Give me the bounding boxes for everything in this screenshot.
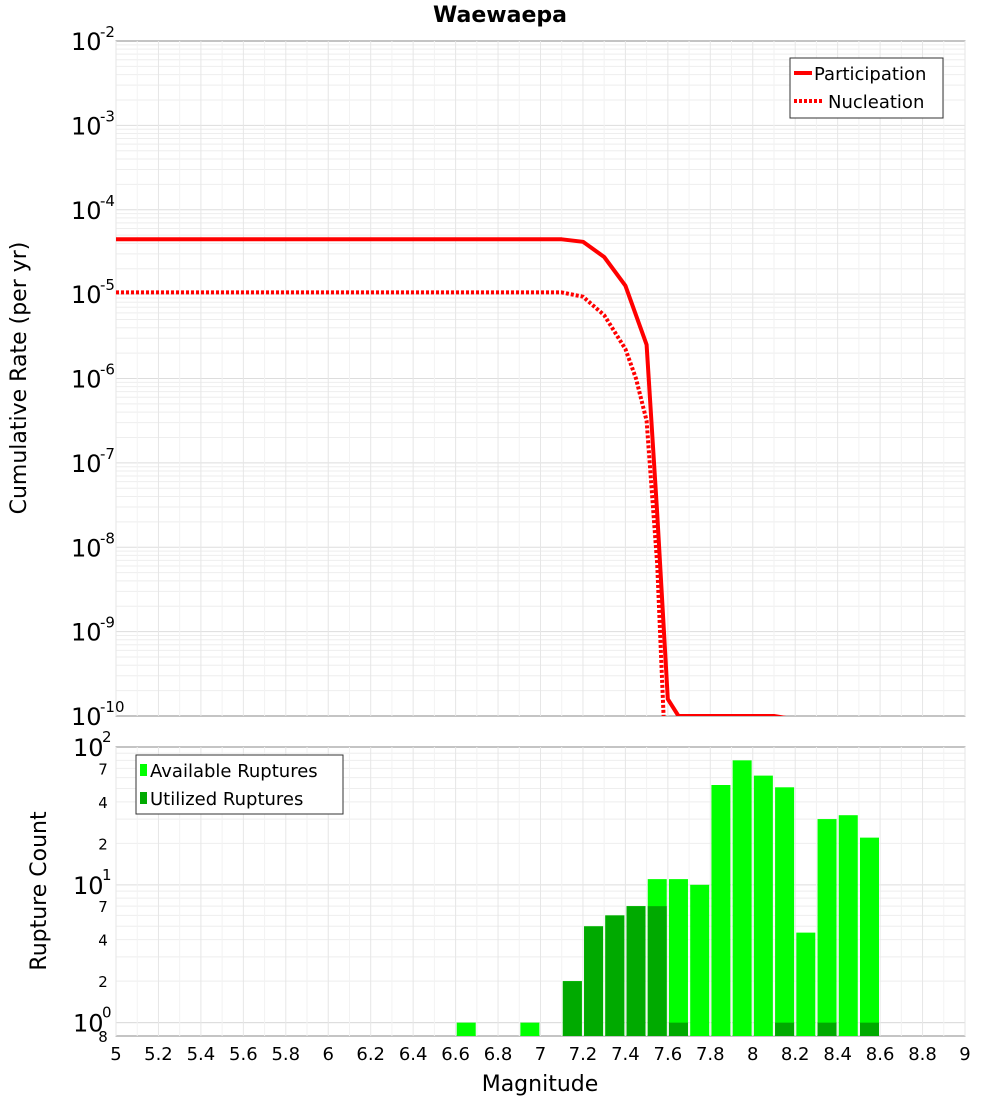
top-legend-box	[789, 57, 944, 119]
top-y-tick-base: 10	[71, 619, 102, 647]
bottom-y-tick-exponent: 2	[102, 728, 112, 746]
available-rupture-bar	[859, 837, 879, 1036]
top-y-tick-base: 10	[71, 281, 102, 309]
top-y-tick-base: 10	[71, 534, 102, 562]
top-y-tick-base: 10	[71, 28, 102, 56]
top-legend: Participation Nucleation	[789, 57, 944, 119]
available-rupture-bar	[668, 879, 688, 1036]
bottom-y-axis-label: Rupture Count	[27, 811, 52, 971]
top-y-tick-exponent: -2	[100, 23, 115, 41]
available-rupture-bar	[838, 815, 858, 1036]
top-y-tick-exponent: -8	[100, 529, 115, 547]
top-y-tick-exponent: -9	[100, 614, 115, 632]
x-tick-label: 8.6	[866, 1044, 895, 1065]
x-tick-label: 6.4	[399, 1044, 428, 1065]
bottom-y-minor-tick: 7	[98, 898, 108, 916]
x-tick-label: 8.2	[781, 1044, 810, 1065]
top-y-tick-base: 10	[71, 197, 102, 225]
top-y-tick-exponent: -7	[100, 445, 115, 463]
x-tick-label: 6.8	[484, 1044, 513, 1065]
series-line-nucleation	[116, 290, 666, 716]
available-rupture-bar	[775, 787, 795, 1036]
x-tick-label: 5.6	[229, 1044, 258, 1065]
rupture-bars	[456, 760, 879, 1036]
available-rupture-bar	[817, 819, 837, 1036]
x-tick-label: 9	[959, 1044, 970, 1065]
available-rupture-bar	[520, 1022, 540, 1036]
bottom-y-tick-base: 10	[73, 734, 104, 762]
top-y-tick-exponent: -6	[100, 361, 115, 379]
top-y-axis-label: Cumulative Rate (per yr)	[7, 242, 32, 515]
chart-title: Waewaepa	[433, 3, 567, 28]
x-tick-label: 8.4	[823, 1044, 852, 1065]
series-line-participation	[116, 237, 787, 716]
legend-label-participation: Participation	[814, 64, 926, 85]
x-axis-label: Magnitude	[482, 1072, 599, 1097]
top-y-tick-base: 10	[71, 450, 102, 478]
available-rupture-bar	[732, 760, 752, 1036]
x-tick-label: 5.2	[144, 1044, 173, 1065]
top-y-tick-exponent: -4	[100, 192, 115, 210]
bottom-y-tick-base: 10	[73, 1010, 104, 1038]
top-y-tick-base: 10	[71, 366, 102, 394]
bottom-y-minor-tick: 8	[98, 1028, 108, 1046]
x-tick-label: 6.6	[441, 1044, 470, 1065]
x-tick-label: 7	[535, 1044, 546, 1065]
bottom-legend: Available Ruptures Utilized Ruptures	[135, 754, 344, 815]
utilized-rupture-bar	[817, 1022, 837, 1036]
top-y-tick-labels: 10-210-310-410-510-610-710-810-910-10	[71, 23, 125, 731]
legend-label-available: Available Ruptures	[150, 761, 318, 782]
legend-swatch-utilized	[140, 792, 147, 804]
bottom-legend-box	[135, 754, 344, 815]
bottom-y-minor-tick: 4	[98, 794, 108, 812]
available-rupture-bar	[456, 1022, 476, 1036]
x-tick-label: 7.6	[654, 1044, 683, 1065]
utilized-rupture-bar	[668, 1022, 688, 1036]
bottom-y-minor-tick: 2	[98, 973, 108, 991]
bottom-y-minor-tick: 7	[98, 760, 108, 778]
bottom-y-minor-tick: 4	[98, 932, 108, 950]
x-tick-label: 8.8	[908, 1044, 937, 1065]
available-rupture-bar	[711, 785, 731, 1036]
x-tick-label: 6	[323, 1044, 334, 1065]
utilized-rupture-bar	[775, 1022, 795, 1036]
legend-swatch-available	[140, 764, 147, 776]
utilized-rupture-bar	[562, 981, 582, 1036]
x-tick-label: 8	[747, 1044, 758, 1065]
x-tick-label: 7.8	[696, 1044, 725, 1065]
top-y-tick-exponent: -5	[100, 276, 115, 294]
top-y-tick-base: 10	[71, 112, 102, 140]
legend-label-nucleation: Nucleation	[828, 92, 924, 113]
top-y-tick-exponent: -10	[100, 698, 125, 716]
utilized-rupture-bar	[859, 1022, 879, 1036]
top-y-tick-base: 10	[71, 703, 102, 731]
available-rupture-bar	[796, 932, 816, 1036]
available-rupture-bar	[753, 775, 773, 1036]
bottom-y-tick-base: 10	[73, 872, 104, 900]
x-tick-labels: 5 5.2 5.4 5.6 5.8 6 6.2 6.4 6.6 6.8 7 7.2 7.4 7.6 7.8 8…	[110, 1044, 970, 1065]
bottom-y-tick-exponent: 1	[102, 866, 112, 884]
legend-label-utilized: Utilized Ruptures	[150, 789, 303, 810]
available-rupture-bar	[690, 884, 710, 1036]
utilized-rupture-bar	[626, 906, 646, 1036]
utilized-rupture-bar	[584, 926, 604, 1036]
cumulative-rate-panel: 10-210-310-410-510-610-710-810-910-10 Cu…	[7, 23, 966, 731]
utilized-rupture-bar	[605, 915, 625, 1036]
bottom-y-tick-exponent: 0	[102, 1004, 112, 1022]
x-tick-label: 7.2	[569, 1044, 598, 1065]
utilized-rupture-bar	[647, 906, 667, 1036]
x-tick-label: 5.4	[187, 1044, 216, 1065]
top-y-tick-exponent: -3	[100, 107, 115, 125]
x-tick-label: 7.4	[611, 1044, 640, 1065]
rate-curves	[116, 237, 787, 716]
x-tick-label: 5.8	[271, 1044, 300, 1065]
x-tick-label: 6.2	[356, 1044, 385, 1065]
bottom-y-minor-tick: 2	[98, 835, 108, 853]
top-gridlines	[115, 41, 966, 716]
x-tick-label: 5	[110, 1044, 121, 1065]
